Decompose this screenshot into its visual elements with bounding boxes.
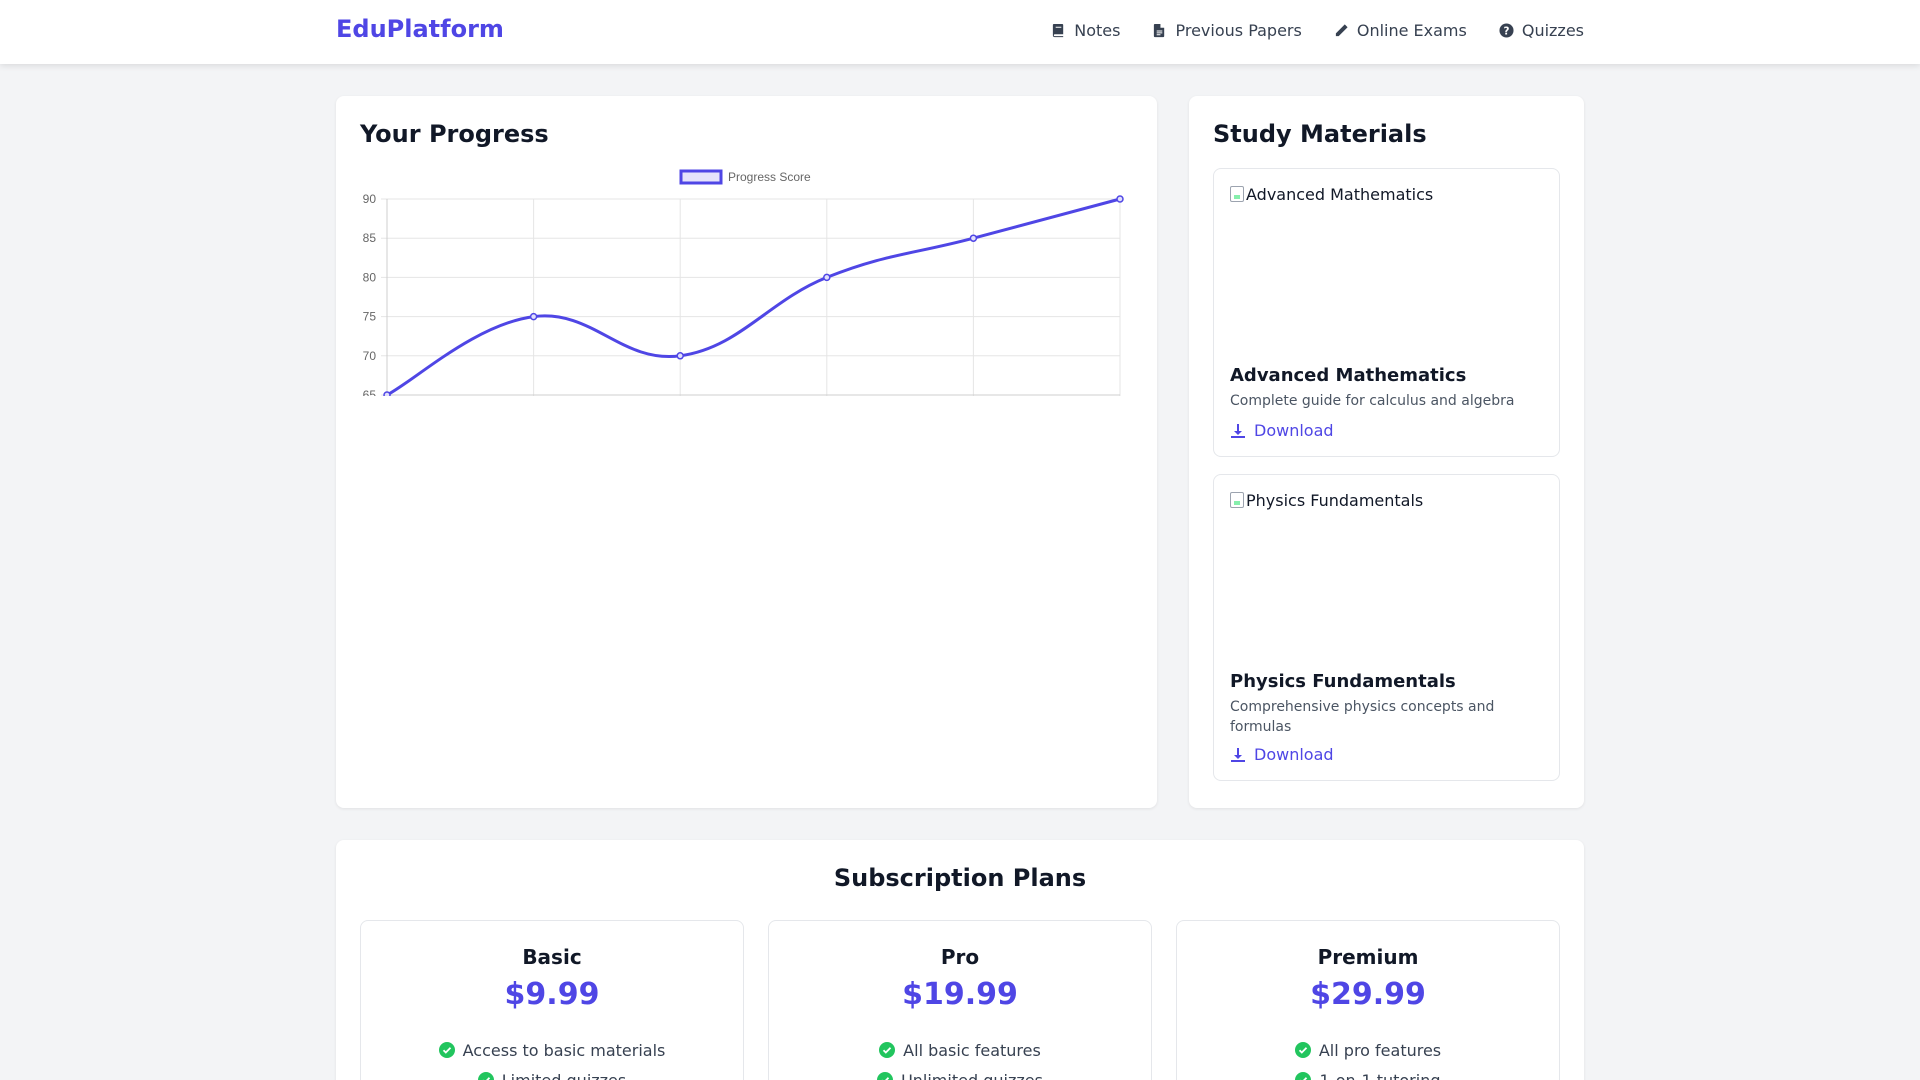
nav-links: Notes Previous Papers Online Exams ? Qui… xyxy=(1051,21,1584,40)
y-tick-label: 75 xyxy=(363,310,377,324)
check-circle-icon xyxy=(438,1042,455,1058)
subscription-plans-card: Subscription Plans Basic $9.99 Access to… xyxy=(336,840,1584,1080)
nav-notes[interactable]: Notes xyxy=(1051,21,1120,40)
data-point xyxy=(1116,195,1124,203)
plan-card-pro[interactable]: Pro $19.99 All basic features Unlimited … xyxy=(768,920,1152,1080)
plan-feature: All pro features xyxy=(1177,1035,1559,1065)
material-image-alt: Physics Fundamentals xyxy=(1246,491,1424,510)
nav-online-exams[interactable]: Online Exams xyxy=(1334,21,1467,40)
plan-feature: Access to basic materials xyxy=(361,1035,743,1065)
plan-name: Basic xyxy=(522,945,582,969)
plan-feature-label: Limited quizzes xyxy=(501,1070,627,1080)
y-tick-label: 85 xyxy=(363,231,377,245)
download-icon xyxy=(1231,747,1245,762)
plan-features: All pro features 1-on-1 tutoring xyxy=(1177,1035,1559,1080)
file-icon xyxy=(1154,23,1165,38)
data-point xyxy=(969,234,978,242)
plan-feature-label: All pro features xyxy=(1318,1040,1442,1060)
check-circle-icon xyxy=(1294,1042,1311,1058)
check-circle-icon xyxy=(477,1072,494,1080)
legend-swatch xyxy=(679,169,723,185)
series-line xyxy=(386,197,1121,396)
study-materials-card: Study Materials Advanced Mathematics Adv… xyxy=(1189,96,1584,808)
material-title: Advanced Mathematics xyxy=(1230,365,1467,386)
check-circle-icon xyxy=(879,1042,896,1058)
broken-image-icon xyxy=(1230,186,1244,202)
progress-title: Your Progress xyxy=(360,120,549,148)
top-navbar: EduPlatform Notes Previous Papers Online… xyxy=(0,0,1920,64)
nav-previous-papers[interactable]: Previous Papers xyxy=(1152,21,1302,40)
plan-features: Access to basic materials Limited quizze… xyxy=(361,1035,743,1080)
material-card: Advanced Mathematics Advanced Mathematic… xyxy=(1213,168,1560,457)
y-tick-label: 65 xyxy=(363,388,377,396)
nav-quizzes[interactable]: ? Quizzes xyxy=(1499,21,1584,40)
pencil-icon xyxy=(1335,24,1348,37)
download-button[interactable]: Download xyxy=(1230,421,1334,440)
broken-image-icon xyxy=(1230,492,1244,508)
plan-feature-label: Access to basic materials xyxy=(462,1040,666,1060)
plan-card-basic[interactable]: Basic $9.99 Access to basic materials Li… xyxy=(360,920,744,1080)
plan-feature-label: Unlimited quizzes xyxy=(901,1070,1043,1080)
y-tick-label: 80 xyxy=(363,270,377,284)
plan-feature: All basic features xyxy=(769,1035,1151,1065)
plan-card-premium[interactable]: Premium $29.99 All pro features 1-on-1 t… xyxy=(1176,920,1560,1080)
progress-chart: 657075808590JanFebMarAprMayJunProgress S… xyxy=(363,169,1124,396)
material-image: Advanced Mathematics xyxy=(1230,185,1545,345)
plan-price: $9.99 xyxy=(504,977,600,1012)
plan-feature-label: 1-on-1 tutoring xyxy=(1319,1070,1441,1080)
plan-name: Pro xyxy=(940,945,980,969)
legend-label: Progress Score xyxy=(728,170,811,184)
plan-price: $29.99 xyxy=(1310,977,1426,1012)
data-point xyxy=(529,312,538,321)
progress-card: Your Progress 657075808590JanFebMarAprMa… xyxy=(336,96,1157,808)
material-description: Complete guide for calculus and algebra xyxy=(1230,393,1515,409)
plan-features: All basic features Unlimited quizzes xyxy=(769,1035,1151,1080)
nav-online-exams-label: Online Exams xyxy=(1356,21,1467,40)
download-label: Download xyxy=(1254,745,1334,764)
data-point xyxy=(383,391,391,396)
plan-feature: Unlimited quizzes xyxy=(769,1065,1151,1080)
material-title: Physics Fundamentals xyxy=(1230,671,1456,692)
svg-text:?: ? xyxy=(1503,25,1509,37)
material-description: Comprehensive physics concepts and formu… xyxy=(1230,699,1495,735)
download-button[interactable]: Download xyxy=(1230,745,1334,764)
plan-name: Premium xyxy=(1317,945,1419,969)
book-icon xyxy=(1053,23,1064,38)
material-image-alt: Advanced Mathematics xyxy=(1246,185,1434,204)
check-circle-icon xyxy=(877,1072,894,1080)
y-tick-label: 70 xyxy=(363,349,377,363)
nav-notes-label: Notes xyxy=(1074,21,1121,40)
brand-logo[interactable]: EduPlatform xyxy=(336,15,504,43)
material-image: Physics Fundamentals xyxy=(1230,491,1545,651)
data-point xyxy=(676,352,684,360)
material-card: Physics Fundamentals Physics Fundamental… xyxy=(1213,474,1560,781)
question-circle-icon: ? xyxy=(1499,23,1514,38)
plan-feature: 1-on-1 tutoring xyxy=(1177,1065,1559,1080)
plan-feature: Limited quizzes xyxy=(361,1065,743,1080)
plan-price: $19.99 xyxy=(902,977,1018,1012)
check-circle-icon xyxy=(1295,1072,1312,1080)
plans-title: Subscription Plans xyxy=(833,864,1087,892)
download-icon xyxy=(1231,423,1245,438)
download-label: Download xyxy=(1254,421,1334,440)
nav-quizzes-label: Quizzes xyxy=(1521,21,1584,40)
plan-feature-label: All basic features xyxy=(903,1040,1041,1060)
data-point xyxy=(823,273,831,282)
nav-previous-papers-label: Previous Papers xyxy=(1175,21,1302,40)
materials-title: Study Materials xyxy=(1213,120,1427,148)
y-tick-label: 90 xyxy=(363,192,377,206)
